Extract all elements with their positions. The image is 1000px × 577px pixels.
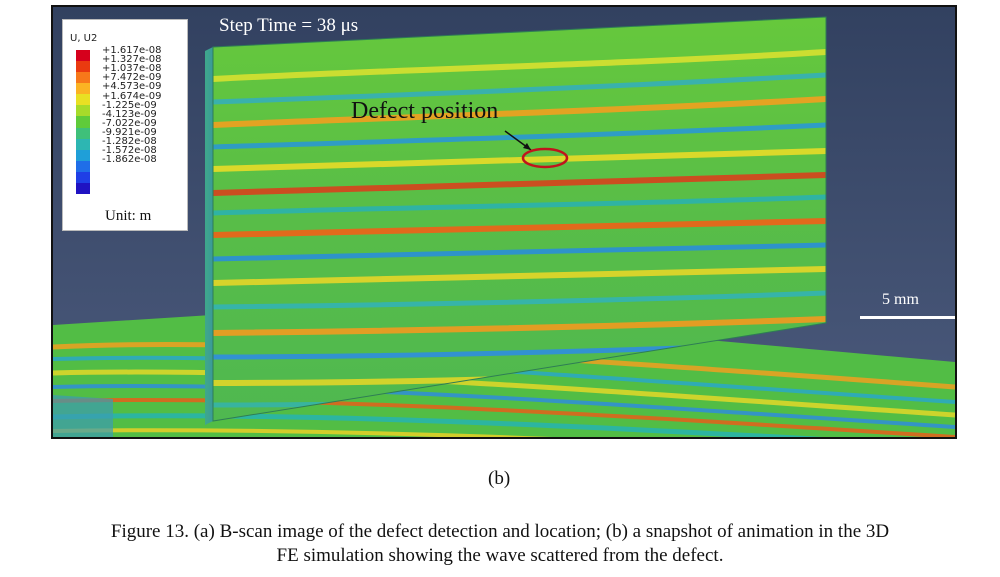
legend-swatch bbox=[76, 94, 90, 106]
legend-swatch bbox=[76, 116, 90, 129]
legend-swatch bbox=[76, 50, 90, 62]
legend-swatch bbox=[76, 83, 90, 95]
simulation-figure: Step Time = 38 μs Defect position U, U2 … bbox=[51, 5, 957, 439]
legend-swatch bbox=[76, 72, 90, 84]
caption-line-1: Figure 13. (a) B-scan image of the defec… bbox=[110, 521, 890, 542]
legend-tick-label: +1.327e-08 bbox=[102, 54, 162, 66]
legend-tick-label: -9.921e-09 bbox=[102, 127, 157, 139]
step-time-label: Step Time = 38 μs bbox=[219, 15, 359, 36]
legend-swatch bbox=[76, 149, 90, 162]
legend-tick-label: +7.472e-09 bbox=[102, 72, 162, 84]
panel-label: (b) bbox=[488, 468, 511, 489]
legend-swatch bbox=[76, 61, 90, 73]
legend-tick-label: +4.573e-09 bbox=[102, 81, 162, 93]
legend-tick-label: -1.282e-08 bbox=[102, 136, 157, 148]
scale-bar-label: 5 mm bbox=[882, 291, 919, 308]
vertical-plate bbox=[205, 16, 827, 425]
color-legend: U, U2 +1.617e-08 +1.327e-08 +1.037e-08 +7.4… bbox=[62, 19, 188, 231]
legend-tick-label: -1.862e-08 bbox=[102, 154, 157, 166]
legend-swatch bbox=[76, 182, 90, 195]
legend-tick-label: -7.022e-09 bbox=[102, 117, 157, 129]
legend-tick-label: +1.674e-09 bbox=[102, 90, 162, 102]
legend-swatch bbox=[76, 105, 90, 117]
legend-tick-label: -1.225e-09 bbox=[102, 99, 157, 111]
legend-color-bar bbox=[76, 50, 98, 195]
figure-caption: Figure 13. (a) B-scan image of the defec… bbox=[20, 520, 980, 568]
defect-position-label: Defect position bbox=[351, 98, 499, 124]
legend-tick-label: -4.123e-09 bbox=[102, 108, 157, 120]
legend-tick-label: +1.617e-08 bbox=[102, 45, 162, 56]
legend-tick-label: -1.572e-08 bbox=[102, 145, 157, 157]
legend-swatch bbox=[76, 127, 90, 140]
legend-swatch bbox=[76, 138, 90, 151]
fe-simulation-render bbox=[53, 7, 955, 437]
legend-tick-label: +1.037e-08 bbox=[102, 63, 162, 75]
legend-title: U, U2 bbox=[70, 33, 98, 44]
scale-bar-line bbox=[860, 316, 955, 319]
legend-unit: Unit: m bbox=[105, 208, 152, 224]
caption-line-2: FE simulation showing the wave scattered… bbox=[276, 545, 724, 566]
defect-marker bbox=[504, 130, 569, 169]
legend-swatch bbox=[76, 160, 90, 173]
scale-bar: 5 mm bbox=[860, 291, 955, 321]
legend-swatch bbox=[76, 171, 90, 184]
